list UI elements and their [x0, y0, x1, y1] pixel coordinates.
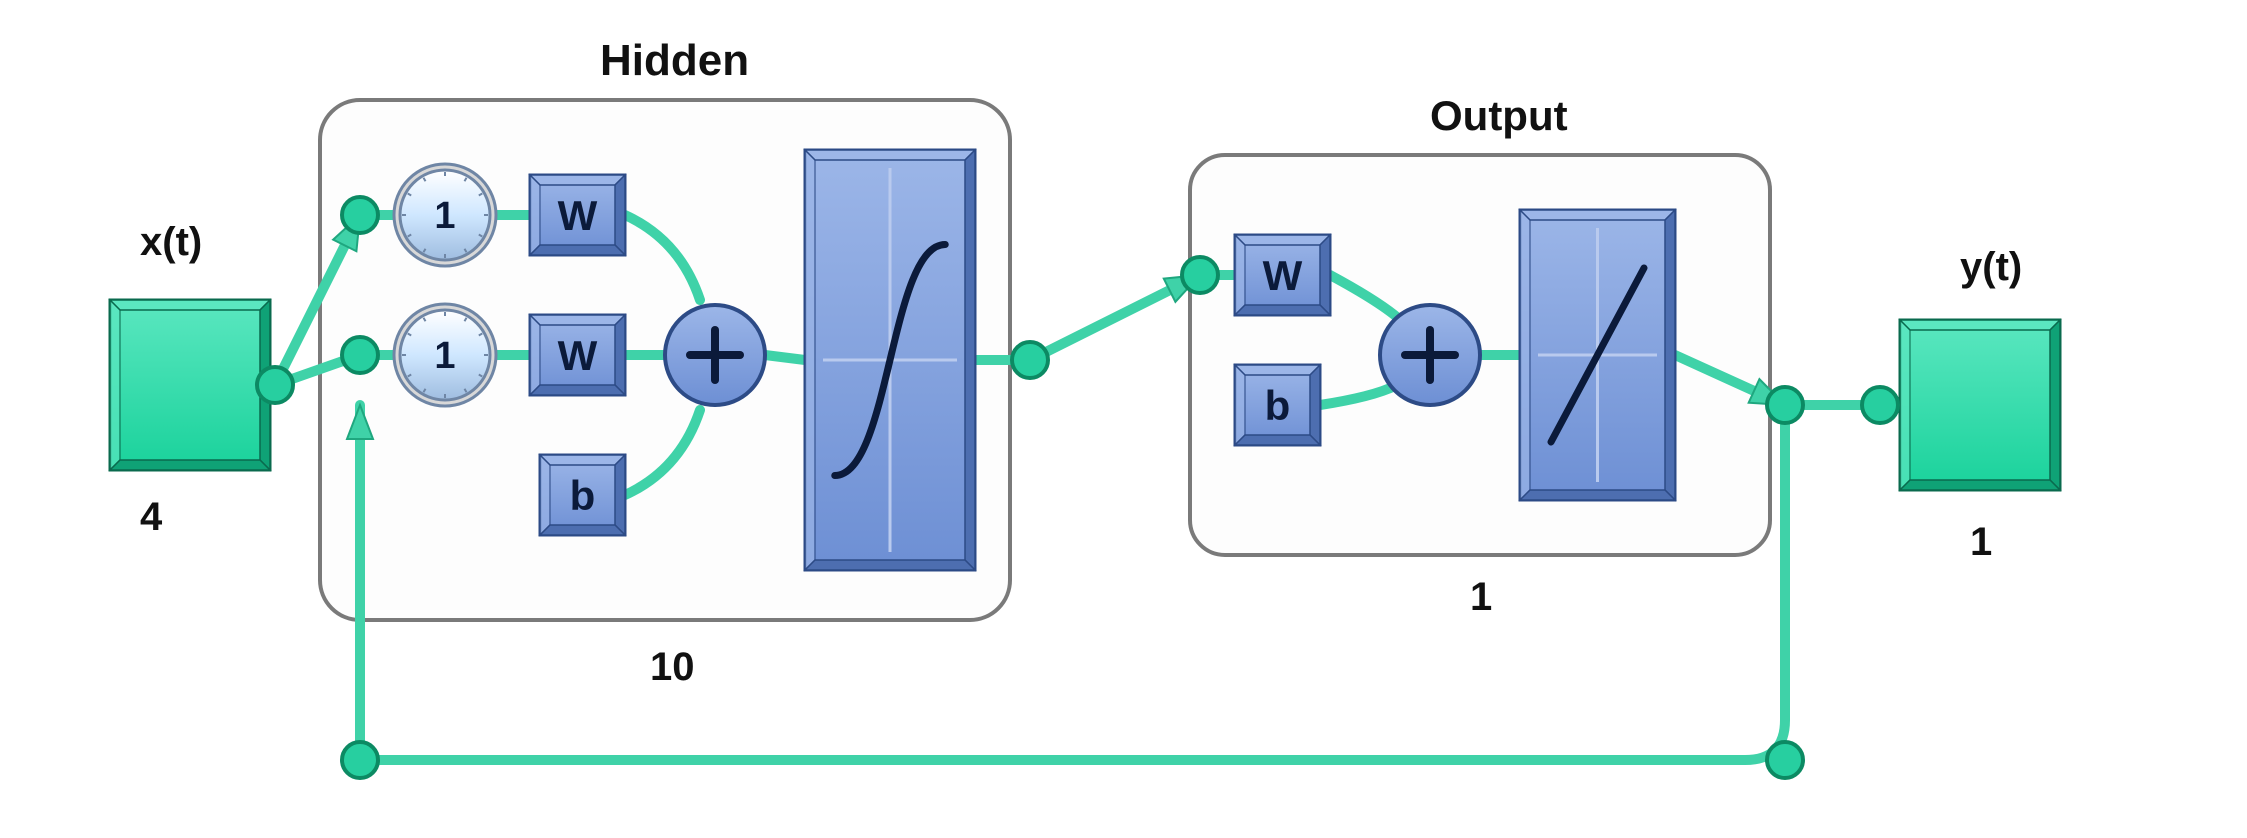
sum-node [665, 305, 765, 405]
weight-block[interactable]: W [530, 315, 625, 395]
label-output_title: Output [1430, 92, 1568, 139]
port [1767, 387, 1803, 423]
delay-block: 1 [394, 304, 496, 406]
bias-block[interactable]: b [1235, 365, 1320, 445]
weight-block-label: W [558, 192, 598, 239]
bias-block[interactable]: b [540, 455, 625, 535]
port [1862, 387, 1898, 423]
port [1012, 342, 1048, 378]
activation-sigmoid[interactable] [805, 150, 975, 570]
bias-block-label: b [1265, 382, 1291, 429]
label-hidden_title: Hidden [600, 36, 749, 85]
label-hidden_count: 10 [650, 645, 695, 689]
weight-block-label: W [558, 332, 598, 379]
delay-label: 1 [434, 195, 455, 237]
port [342, 742, 378, 778]
port [342, 337, 378, 373]
label-output_count: 1 [1970, 520, 1992, 564]
port [1182, 257, 1218, 293]
output-block[interactable] [1900, 320, 2060, 490]
port [1767, 742, 1803, 778]
bias-block-label: b [570, 472, 596, 519]
weight-block[interactable]: W [530, 175, 625, 255]
sum-node [1380, 305, 1480, 405]
label-input: x(t) [140, 220, 202, 264]
label-output_count2: 1 [1470, 575, 1492, 619]
label-input_count: 4 [140, 495, 163, 539]
activation-linear[interactable] [1520, 210, 1675, 500]
delay-block: 1 [394, 164, 496, 266]
weight-block-label: W [1263, 252, 1303, 299]
delay-label: 1 [434, 335, 455, 377]
port [257, 367, 293, 403]
label-output: y(t) [1960, 245, 2022, 289]
weight-block[interactable]: W [1235, 235, 1330, 315]
port [342, 197, 378, 233]
wire [765, 355, 805, 360]
input-block[interactable] [110, 300, 270, 470]
